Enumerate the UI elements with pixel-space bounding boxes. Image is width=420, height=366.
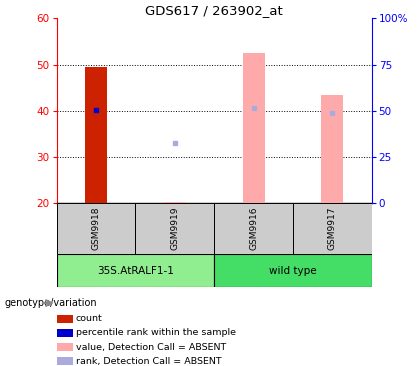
Bar xyxy=(57,203,135,254)
Bar xyxy=(57,254,214,287)
Bar xyxy=(57,329,73,337)
Bar xyxy=(321,94,344,203)
Bar xyxy=(214,254,372,287)
Text: count: count xyxy=(76,314,102,323)
Text: 35S.AtRALF1-1: 35S.AtRALF1-1 xyxy=(97,266,174,276)
Text: GSM9916: GSM9916 xyxy=(249,207,258,250)
Text: rank, Detection Call = ABSENT: rank, Detection Call = ABSENT xyxy=(76,357,221,366)
Text: GSM9917: GSM9917 xyxy=(328,207,337,250)
Bar xyxy=(293,203,372,254)
Bar xyxy=(57,343,73,351)
Title: GDS617 / 263902_at: GDS617 / 263902_at xyxy=(145,4,283,17)
Bar xyxy=(164,202,186,203)
Bar xyxy=(243,53,265,203)
Text: GSM9919: GSM9919 xyxy=(171,207,179,250)
Bar xyxy=(214,203,293,254)
Text: genotype/variation: genotype/variation xyxy=(4,298,97,308)
Text: GSM9918: GSM9918 xyxy=(92,207,100,250)
Bar xyxy=(85,67,107,203)
Text: wild type: wild type xyxy=(269,266,317,276)
Bar xyxy=(57,357,73,365)
Text: value, Detection Call = ABSENT: value, Detection Call = ABSENT xyxy=(76,343,226,352)
Bar xyxy=(135,203,214,254)
Bar xyxy=(57,315,73,323)
Text: percentile rank within the sample: percentile rank within the sample xyxy=(76,328,236,337)
